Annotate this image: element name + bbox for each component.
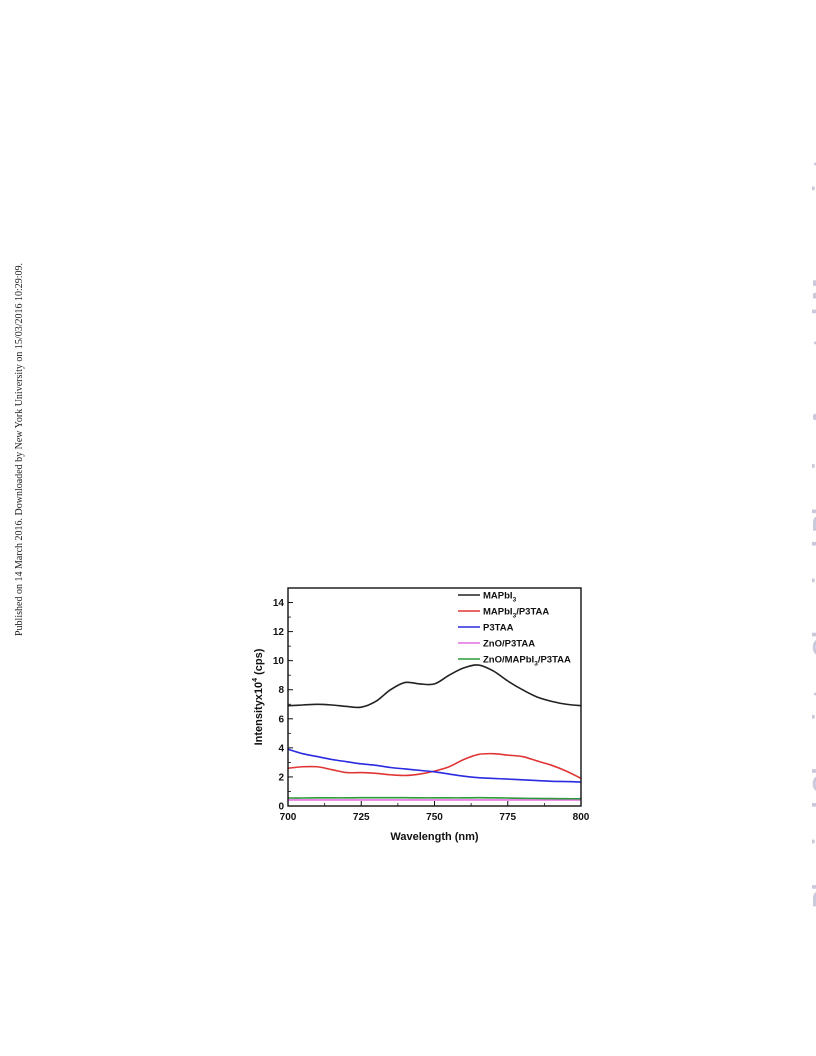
y-tick-label: 14 — [273, 598, 285, 609]
legend: MAPbI3MAPbI3/P3TAAP3TAAZnO/P3TAAZnO/MAPb… — [458, 591, 571, 668]
legend-entry: ZnO/P3TAA — [483, 639, 535, 650]
legend-entry: MAPbI3 — [483, 591, 517, 604]
x-tick-label: 800 — [573, 812, 590, 823]
y-axis-label-exponent: 4 — [252, 678, 259, 682]
legend-name: MAPbI — [483, 591, 513, 602]
axes: 700 725 750 775 800 0 2 4 6 8 10 12 14 — [273, 598, 590, 823]
y-tick-label: 2 — [278, 772, 284, 783]
download-note: Published on 14 March 2016. Downloaded b… — [14, 262, 25, 636]
x-tick-label: 725 — [353, 812, 370, 823]
legend-subscript: 3 — [513, 613, 517, 620]
legend-entry: P3TAA — [483, 623, 514, 634]
legend-subscript: 3 — [534, 661, 538, 668]
series-line-2 — [287, 752, 582, 780]
series-line-1 — [287, 664, 582, 709]
legend-suffix: /P3TAA — [516, 607, 549, 618]
legend-name: MAPbI — [483, 607, 513, 618]
legend-subscript: 3 — [513, 597, 517, 604]
y-tick-label: 0 — [278, 802, 284, 813]
y-tick-label: 10 — [273, 656, 285, 667]
x-axis-label: Wavelength (nm) — [390, 831, 479, 843]
y-axis-label-unit: (cps) — [253, 648, 265, 678]
y-axis-label: Intensityx104 (cps) — [252, 648, 265, 745]
legend-entry: ZnO/MAPbI3/P3TAA — [483, 655, 571, 668]
x-tick-label: 775 — [499, 812, 516, 823]
journal-watermark: Physical Chemistry Chemical Physics Acce… — [807, 159, 816, 908]
series-line-5 — [287, 796, 582, 800]
legend-name: ZnO/MAPbI — [483, 655, 534, 666]
legend-name: ZnO/P3TAA — [483, 639, 535, 650]
emission-chart: 700 725 750 775 800 0 2 4 6 8 10 12 14 Wavelength (n… — [252, 587, 590, 843]
legend-suffix: /P3TAA — [538, 655, 571, 666]
series-lines — [287, 664, 582, 801]
y-tick-label: 12 — [273, 627, 285, 638]
series-line-3 — [287, 748, 582, 783]
x-tick-label: 700 — [280, 812, 297, 823]
y-tick-label: 4 — [278, 743, 284, 754]
legend-entry: MAPbI3/P3TAA — [483, 607, 549, 620]
legend-name: P3TAA — [483, 623, 514, 634]
x-tick-label: 750 — [426, 812, 443, 823]
y-axis-label-main: Intensityx10 — [253, 682, 265, 746]
y-tick-label: 8 — [278, 685, 284, 696]
y-tick-label: 6 — [278, 714, 284, 725]
